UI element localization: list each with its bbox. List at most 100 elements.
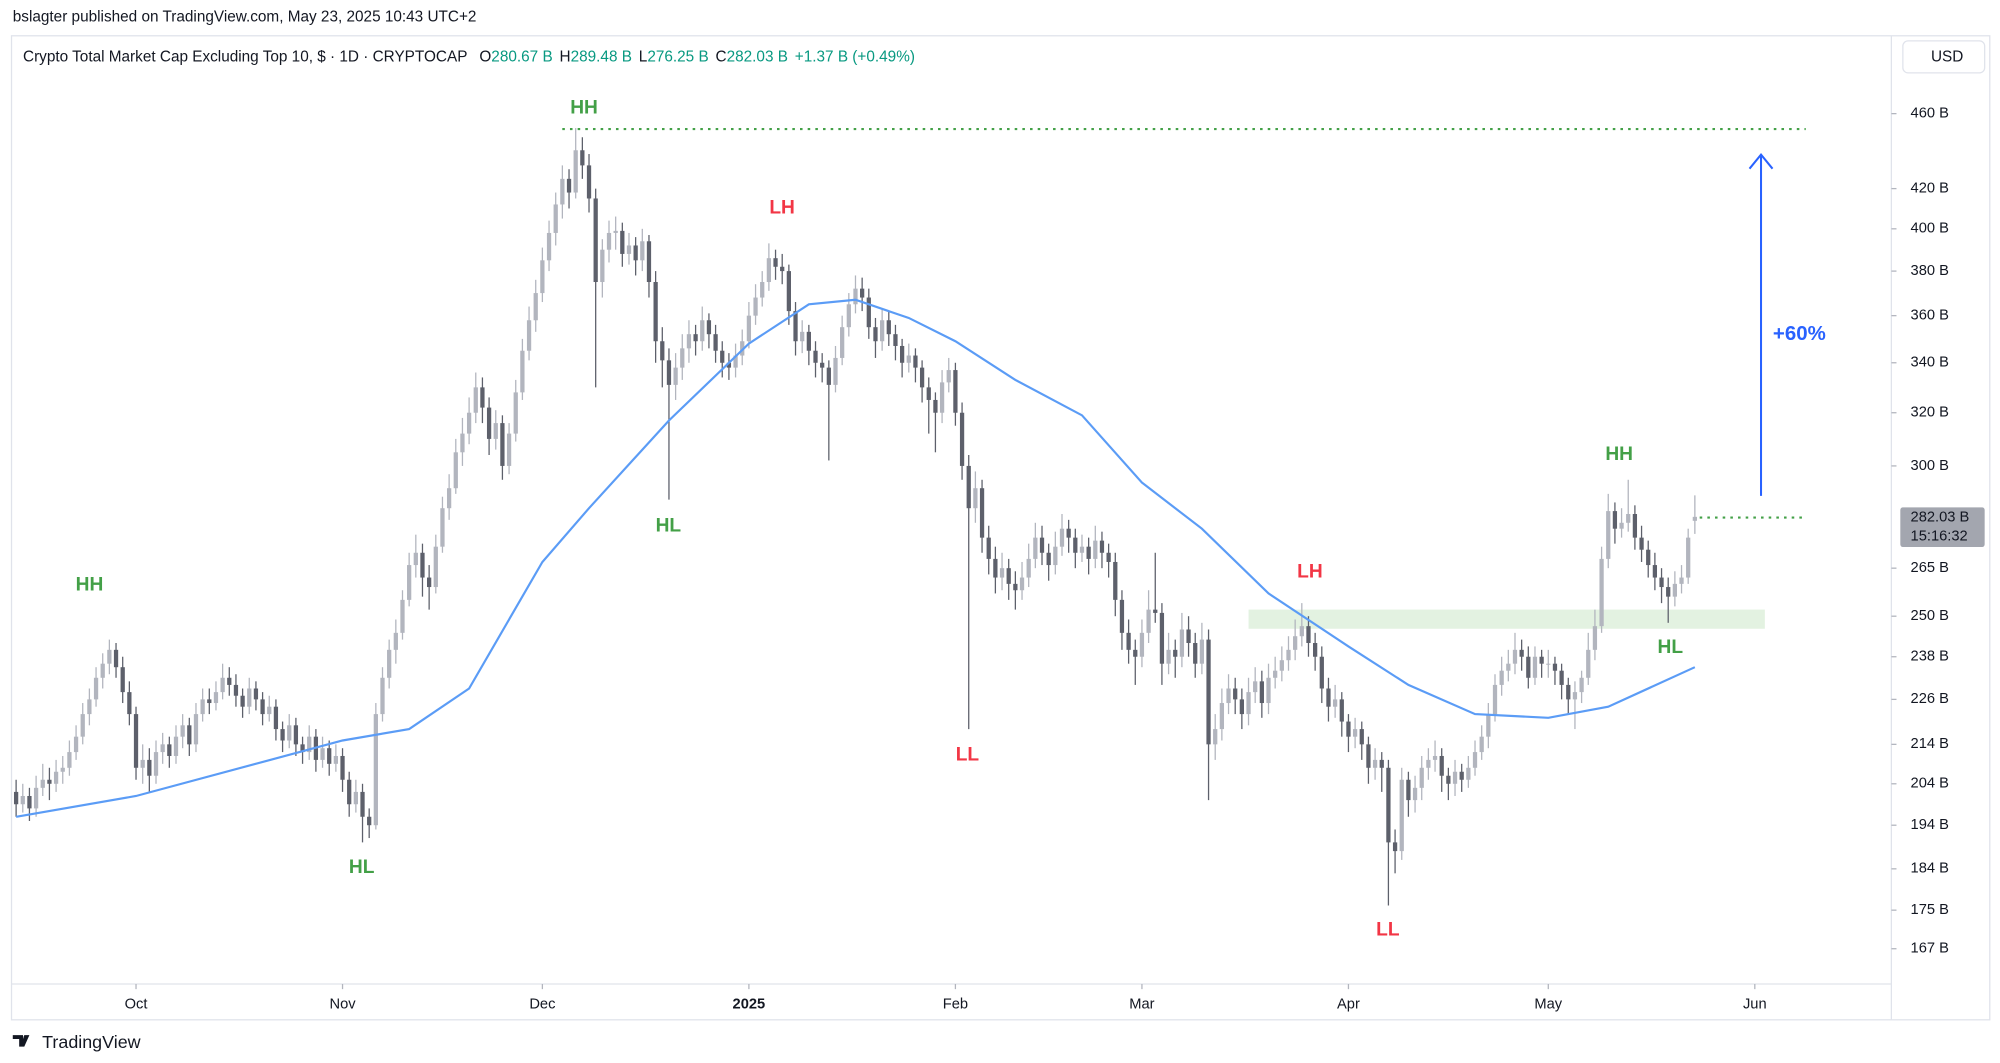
y-tick-label: 238 B [1911,649,1950,665]
candle-body [1146,609,1151,633]
candle-body [466,412,472,434]
candle-body [393,632,398,650]
candle-body [1359,729,1364,745]
candle-body [560,178,565,205]
candle-body [320,748,325,760]
candle-body [1506,663,1511,671]
candle-body [1113,561,1118,600]
candle-body [526,320,532,351]
candle-body [280,729,285,741]
candle-body [713,334,718,351]
candle-body [573,150,578,193]
chart-frame [10,35,1991,1021]
candle-body [307,736,312,753]
candle-body [1399,779,1404,852]
candle-body [407,565,412,600]
candle-body [760,282,765,298]
x-tick-label: May [1534,996,1562,1012]
candle-body [433,546,438,588]
candle-body [1679,577,1684,584]
candle-body [540,260,545,294]
candle-body [253,688,259,700]
candle-body [1039,537,1045,553]
candle-body [886,320,891,335]
currency-label[interactable]: USD [1931,49,1963,66]
candle-body [440,508,445,547]
candle-body [193,714,199,745]
swing-label: LL [956,744,980,765]
candle-body [213,692,219,704]
candle-body [660,341,665,361]
support-zone [1248,609,1765,629]
candle-body [746,315,752,342]
candle-body [1173,649,1178,657]
target-arrow-head [1748,153,1774,170]
candle-body [1193,643,1198,664]
x-tick-label: Nov [329,996,356,1012]
legend-key: O [479,48,491,65]
legend-key: H [560,48,571,65]
candle-body [1446,775,1451,784]
candle-body [47,779,52,784]
y-tick-label: 265 B [1911,560,1950,576]
logo-dot[interactable] [23,1035,28,1040]
candle-body [586,165,592,199]
candle-body [1606,511,1611,559]
candle-body [413,552,418,566]
candle-body [160,744,165,753]
last-price-tag [1900,507,1985,547]
candle-body [1159,612,1165,664]
x-tick-label: 2025 [733,996,766,1012]
candle-body [227,677,232,685]
candle-body [453,452,458,489]
candle-body [1119,599,1125,633]
candle-body [1306,626,1311,644]
candle-body [1286,649,1291,661]
candle-body [1019,577,1025,591]
candle-body [820,362,825,368]
candle-body [1386,767,1391,843]
swing-label: HL [349,857,375,878]
candle-body [1293,636,1298,650]
candle-body [1046,552,1051,566]
brand-logo[interactable]: TradingView [12,1032,141,1052]
y-tick-label: 175 B [1911,902,1950,918]
candle-body [946,370,951,383]
candle-body [1339,699,1344,722]
candle-body [646,241,652,283]
candle-body [1412,787,1418,801]
candle-body [1372,759,1378,768]
candle-body [1179,629,1185,657]
candle-body [1532,656,1538,678]
candle-body [933,399,938,413]
candle-body [107,649,112,664]
candle-body [1612,511,1618,529]
candle-body [1326,688,1331,707]
candle-body [420,552,425,578]
candle-body [653,282,658,342]
y-tick-label: 340 B [1911,355,1950,371]
candle-body [1199,639,1205,664]
candle-body [1472,752,1478,768]
candle-body [740,341,745,356]
candle-body [733,355,738,368]
brand-name[interactable]: TradingView [42,1032,140,1052]
candle-body [87,699,92,715]
candle-body [1319,656,1324,689]
candle-body [60,767,65,772]
candle-body [520,350,525,393]
candle-body [113,649,119,668]
swing-label: HH [1605,444,1633,465]
candle-body [506,433,512,466]
candle-body [1599,558,1604,627]
candle-body [67,752,72,768]
candle-body [1066,528,1071,538]
candle-body [546,232,552,261]
currency-button[interactable] [1902,40,1986,74]
swing-label: HL [656,516,682,537]
candle-body [1313,643,1318,657]
y-tick-label: 460 B [1911,106,1950,122]
candle-body [13,791,19,805]
candle-body [1672,583,1677,597]
